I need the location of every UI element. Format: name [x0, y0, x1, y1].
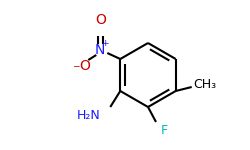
Text: N: N: [95, 43, 106, 57]
Text: O: O: [79, 59, 90, 73]
Text: O: O: [95, 13, 106, 27]
Text: +: +: [102, 39, 109, 48]
Text: H₂N: H₂N: [76, 109, 100, 122]
Text: CH₃: CH₃: [194, 78, 217, 92]
Text: −: −: [72, 61, 79, 70]
Text: F: F: [161, 124, 168, 137]
